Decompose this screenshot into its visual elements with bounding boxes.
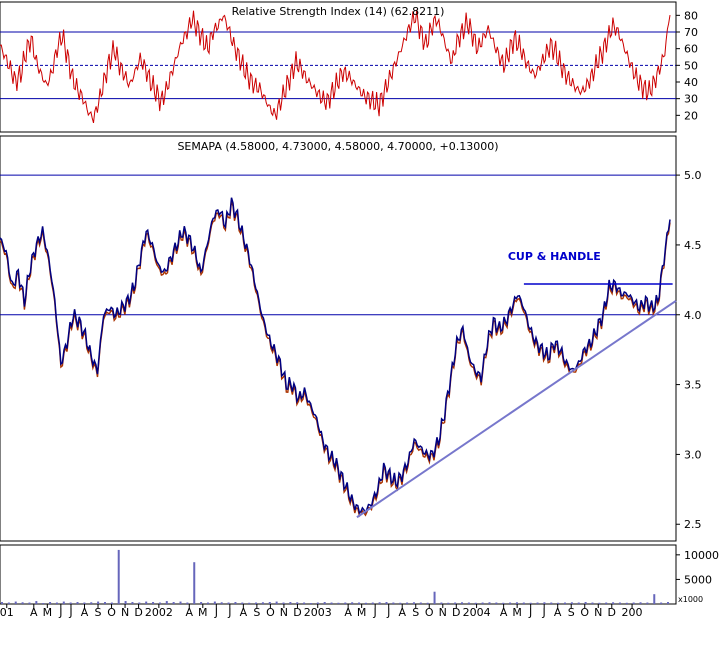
x-tick-label: S bbox=[568, 606, 575, 619]
x-tick-label: N bbox=[594, 606, 602, 619]
x-tick-label: M bbox=[512, 606, 522, 619]
volume-unit-label: x1000 bbox=[678, 595, 703, 604]
x-tick-label: A bbox=[240, 606, 248, 619]
x-tick-label: O bbox=[266, 606, 275, 619]
y-tick-label: 20 bbox=[684, 109, 698, 122]
y-tick-label: 4.0 bbox=[684, 309, 702, 322]
y-tick-label: 4.5 bbox=[684, 239, 702, 252]
x-tick-label: S bbox=[412, 606, 419, 619]
price-series-line bbox=[0, 197, 671, 515]
y-tick-label: 50 bbox=[684, 59, 698, 72]
y-tick-label: 10000 bbox=[684, 549, 719, 562]
x-tick-label: O bbox=[107, 606, 116, 619]
x-tick-label: A bbox=[500, 606, 508, 619]
cup-handle-annotation: CUP & HANDLE bbox=[508, 250, 601, 263]
x-tick-label: A bbox=[554, 606, 562, 619]
x-tick-label: J bbox=[214, 606, 218, 619]
x-tick-label: M bbox=[198, 606, 208, 619]
x-tick-label: D bbox=[608, 606, 616, 619]
panel-frame-0 bbox=[0, 1, 677, 133]
y-tick-label: 80 bbox=[684, 9, 698, 22]
x-tick-label: D bbox=[134, 606, 142, 619]
x-tick-label: A bbox=[30, 606, 38, 619]
y-tick-label: 5000 bbox=[684, 573, 712, 586]
price-panel-title: SEMAPA (4.58000, 4.73000, 4.58000, 4.700… bbox=[177, 140, 498, 153]
y-tick-label: 2.5 bbox=[684, 518, 702, 531]
x-tick-label: J bbox=[528, 606, 532, 619]
y-tick-label: 70 bbox=[684, 26, 698, 39]
x-tick-label: 2002 bbox=[145, 606, 173, 619]
x-tick-label: O bbox=[580, 606, 589, 619]
x-tick-label: D bbox=[293, 606, 301, 619]
x-tick-label: J bbox=[227, 606, 231, 619]
x-tick-label: S bbox=[253, 606, 260, 619]
x-tick-label: N bbox=[280, 606, 288, 619]
x-tick-label: J bbox=[542, 606, 546, 619]
y-tick-label: 3.0 bbox=[684, 448, 702, 461]
x-tick-label: J bbox=[373, 606, 377, 619]
x-tick-label: D bbox=[452, 606, 460, 619]
x-tick-label: A bbox=[398, 606, 406, 619]
rsi-series-line bbox=[0, 9, 671, 124]
x-tick-label: A bbox=[186, 606, 194, 619]
x-tick-label: S bbox=[95, 606, 102, 619]
panel-frame-1 bbox=[0, 135, 677, 542]
x-tick-label: 200 bbox=[622, 606, 643, 619]
rsi-panel-title: Relative Strength Index (14) (62.8211) bbox=[232, 5, 445, 18]
x-tick-label: M bbox=[43, 606, 53, 619]
x-tick-label: A bbox=[81, 606, 89, 619]
x-tick-label: N bbox=[121, 606, 129, 619]
x-tick-label: M bbox=[357, 606, 367, 619]
y-tick-label: 5.0 bbox=[684, 169, 702, 182]
x-tick-label: J bbox=[386, 606, 390, 619]
x-tick-label: A bbox=[344, 606, 352, 619]
y-tick-label: 3.5 bbox=[684, 379, 702, 392]
x-tick-label: J bbox=[68, 606, 72, 619]
ascending-trend-line bbox=[356, 299, 677, 519]
y-tick-label: 60 bbox=[684, 43, 698, 56]
y-tick-label: 40 bbox=[684, 76, 698, 89]
x-tick-label: 2003 bbox=[304, 606, 332, 619]
x-tick-label: 2004 bbox=[463, 606, 491, 619]
x-tick-label: J bbox=[58, 606, 62, 619]
x-tick-label: N bbox=[439, 606, 447, 619]
x-tick-label: O bbox=[425, 606, 434, 619]
y-tick-label: 30 bbox=[684, 93, 698, 106]
x-tick-label: 01 bbox=[0, 606, 14, 619]
